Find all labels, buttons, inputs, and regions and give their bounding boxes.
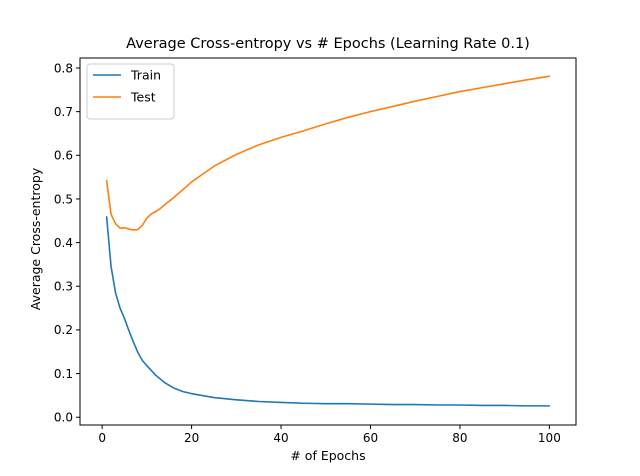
chart-title: Average Cross-entropy vs # Epochs (Learn… — [126, 36, 530, 52]
y-axis-label: Average Cross-entropy — [28, 167, 43, 310]
y-tick-label: 0.2 — [54, 323, 73, 337]
legend-box — [86, 63, 175, 120]
x-tick-label: 60 — [363, 431, 378, 445]
y-tick-label: 0.6 — [54, 149, 73, 163]
series-line-train — [105, 216, 551, 407]
y-tick-label: 0.8 — [54, 61, 73, 75]
x-tick-label: 40 — [273, 431, 288, 445]
y-tick-label: 0.4 — [54, 236, 73, 250]
x-axis-label: # of Epochs — [290, 448, 365, 463]
x-tick-label: 0 — [98, 431, 106, 445]
plot-area-frame — [79, 57, 577, 426]
series-layer — [105, 75, 551, 407]
y-tick-label: 0.7 — [54, 105, 73, 119]
legend-label-train: Train — [130, 67, 161, 82]
x-tick-label: 20 — [184, 431, 199, 445]
y-tick-label: 0.0 — [54, 411, 73, 425]
y-tick-label: 0.3 — [54, 280, 73, 294]
y-tick-label: 0.1 — [54, 367, 73, 381]
legend-label-test: Test — [130, 89, 156, 104]
x-tick-label: 80 — [452, 431, 467, 445]
y-tick-label: 0.5 — [54, 192, 73, 206]
legend: Train Test — [86, 63, 175, 120]
x-tick-label: 100 — [538, 431, 561, 445]
series-line-test — [105, 75, 551, 231]
axes-layer: 0 20 40 60 80 100 0.0 0.1 0.2 0.3 0.4 0.5 0.6 0.7 0.8 — [54, 57, 577, 445]
